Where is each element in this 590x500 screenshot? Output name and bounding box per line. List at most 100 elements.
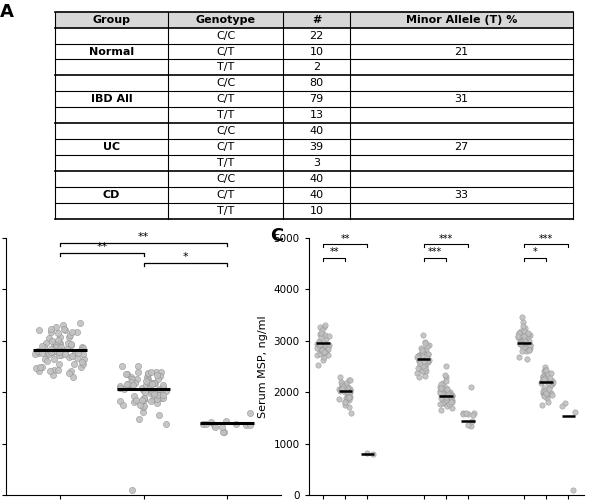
Point (438, 390, 447, 398)
Point (133, 362, 142, 370)
Point (417, 346, 427, 354)
Point (79, 356, 88, 364)
Point (117, 362, 127, 370)
Point (437, 380, 446, 388)
Point (73, 350, 82, 358)
Text: T/T: T/T (217, 206, 234, 216)
Point (437, 406, 446, 414)
Point (415, 350, 424, 358)
Text: T/T: T/T (217, 158, 234, 168)
Y-axis label: Serum MSP, ng/ml: Serum MSP, ng/ml (258, 315, 268, 418)
Point (137, 384, 146, 392)
Point (369, 450, 378, 458)
Point (315, 340, 324, 348)
Text: Genotype: Genotype (196, 14, 255, 24)
Point (51, 323, 61, 331)
Point (412, 368, 422, 376)
Point (150, 380, 160, 388)
Point (314, 337, 323, 345)
Point (546, 370, 556, 378)
Point (442, 402, 452, 410)
Point (158, 390, 167, 398)
Point (319, 356, 328, 364)
Point (570, 408, 579, 416)
Point (65, 332, 75, 340)
Point (130, 392, 139, 400)
Point (442, 386, 452, 394)
Point (538, 388, 548, 396)
Point (336, 378, 346, 386)
Text: Group: Group (93, 14, 130, 24)
Point (513, 334, 522, 342)
Point (145, 386, 155, 394)
Point (537, 379, 546, 387)
Point (319, 348, 329, 356)
Point (35, 363, 44, 371)
Point (54, 340, 64, 347)
Point (45, 367, 55, 375)
Point (336, 384, 346, 392)
Point (52, 343, 61, 351)
Point (444, 393, 453, 401)
Point (442, 395, 452, 403)
Point (135, 402, 145, 409)
Text: C/T: C/T (217, 46, 235, 56)
Point (342, 388, 352, 396)
Text: C/T: C/T (217, 190, 235, 200)
Point (146, 397, 156, 405)
Point (60, 326, 70, 334)
Point (447, 392, 456, 400)
Point (146, 368, 156, 376)
Point (63, 339, 73, 347)
Point (339, 380, 349, 388)
Point (413, 352, 422, 360)
Point (69, 360, 78, 368)
Point (560, 400, 570, 407)
Point (419, 357, 429, 365)
Point (335, 373, 345, 381)
Text: **: ** (96, 242, 107, 252)
Point (344, 396, 353, 404)
Point (41, 339, 51, 347)
Point (344, 376, 353, 384)
Point (245, 420, 255, 428)
Text: *: * (182, 252, 188, 262)
Point (46, 328, 55, 336)
Point (231, 420, 241, 428)
Point (340, 388, 350, 396)
Point (161, 420, 171, 428)
Point (538, 372, 548, 380)
Point (336, 388, 345, 396)
Point (47, 348, 56, 356)
Point (139, 394, 149, 402)
Point (49, 355, 58, 363)
Point (337, 385, 347, 393)
Point (441, 384, 451, 392)
Point (435, 400, 445, 408)
Point (315, 330, 324, 338)
Point (143, 378, 152, 386)
Point (539, 367, 549, 375)
Point (118, 402, 127, 409)
Point (116, 397, 125, 405)
Point (420, 364, 430, 372)
Point (67, 368, 76, 376)
Point (313, 340, 323, 348)
Point (145, 388, 155, 396)
Point (116, 384, 125, 392)
Point (340, 386, 349, 394)
Point (48, 337, 57, 345)
Point (34, 326, 44, 334)
Point (344, 394, 353, 402)
Point (537, 376, 547, 384)
Point (126, 374, 135, 382)
Point (222, 417, 231, 425)
Point (55, 346, 65, 354)
Text: C/C: C/C (216, 78, 235, 88)
Text: 40: 40 (310, 174, 324, 184)
Point (525, 341, 534, 349)
Point (77, 342, 87, 350)
Point (324, 341, 333, 349)
Point (447, 404, 457, 411)
Point (441, 386, 450, 394)
